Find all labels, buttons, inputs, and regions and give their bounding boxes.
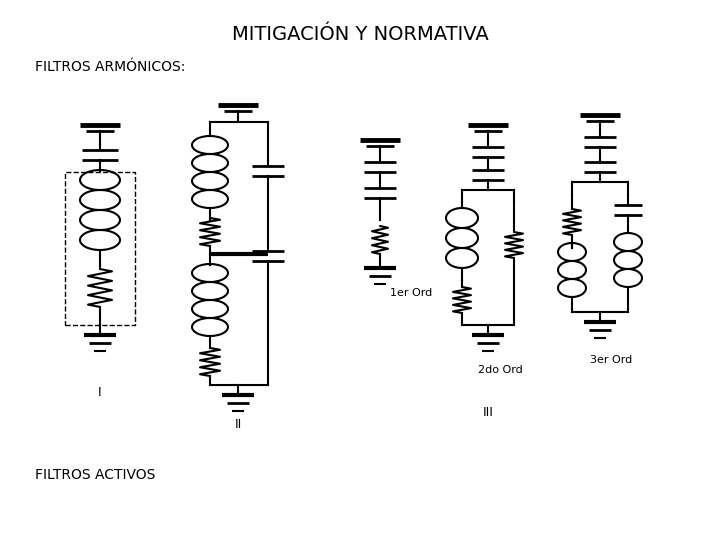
Text: II: II <box>235 418 242 431</box>
Text: FILTROS ARMÓNICOS:: FILTROS ARMÓNICOS: <box>35 60 185 74</box>
Text: 2do Ord: 2do Ord <box>478 365 523 375</box>
Text: FILTROS ACTIVOS: FILTROS ACTIVOS <box>35 468 156 482</box>
Text: 1er Ord: 1er Ord <box>390 288 432 298</box>
Text: III: III <box>482 406 493 419</box>
Text: MITIGACIÓN Y NORMATIVA: MITIGACIÓN Y NORMATIVA <box>232 25 488 44</box>
Text: I: I <box>98 386 102 399</box>
Bar <box>65 172 135 325</box>
Text: 3er Ord: 3er Ord <box>590 355 632 365</box>
